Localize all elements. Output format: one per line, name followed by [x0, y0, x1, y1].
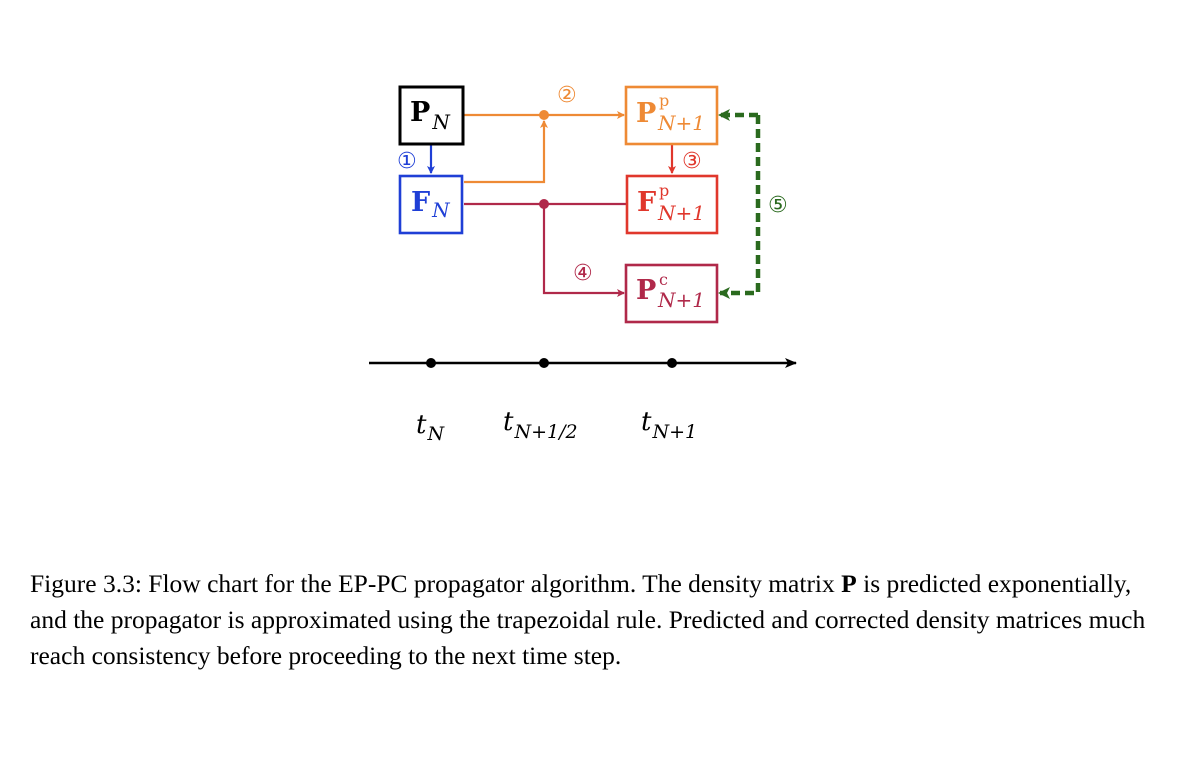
- node-p-predicted-sup: p: [659, 91, 669, 110]
- timeline-label-1: tN+1/2: [503, 407, 578, 443]
- node-p-n-main: P: [410, 97, 430, 128]
- node-f-predicted-sub: N+1: [657, 201, 705, 225]
- node-f-n-sub: N: [431, 198, 451, 222]
- arrow-step-5: [718, 115, 761, 299]
- node-p-predicted: P p N+1: [624, 85, 719, 146]
- node-p-corrected-main: P: [636, 275, 656, 306]
- svg-text:PN: PN: [410, 97, 451, 134]
- node-p-n-sub: N: [431, 110, 451, 134]
- caption-bold-symbol: P: [841, 569, 857, 598]
- timeline: tN tN+1/2 tN+1: [369, 358, 797, 445]
- node-f-predicted-main: F: [637, 187, 656, 218]
- timeline-label-0: tN: [416, 410, 445, 445]
- arrow-step-4: [542, 204, 625, 297]
- caption-suffix: is predicted exponentially, and the prop…: [30, 569, 1146, 670]
- timeline-tick-0: [426, 358, 436, 368]
- node-p-predicted-main: P: [636, 98, 656, 129]
- node-f-n-main: F: [411, 187, 430, 218]
- connectors: [427, 109, 761, 299]
- step-labels: ① ② ③ ④ ⑤: [397, 83, 788, 286]
- timeline-tick-1: [539, 358, 549, 368]
- node-p-corrected: P c N+1: [624, 263, 719, 324]
- node-p-predicted-sub: N+1: [657, 111, 705, 135]
- svg-text:FN: FN: [411, 187, 451, 222]
- arrow-step-2-from-f: [464, 120, 548, 184]
- step-label-5: ⑤: [768, 193, 788, 218]
- timeline-tick-2: [667, 358, 677, 368]
- step-label-4: ④: [573, 261, 593, 286]
- caption-prefix: Figure 3.3: Flow chart for the EP-PC pro…: [30, 569, 842, 598]
- node-f-predicted: F p N+1: [625, 174, 719, 235]
- junction-orange: [539, 110, 549, 120]
- step-label-2: ②: [557, 83, 577, 108]
- node-f-predicted-sup: p: [659, 181, 669, 200]
- figure-caption: Figure 3.3: Flow chart for the EP-PC pro…: [30, 566, 1170, 674]
- step-label-1: ①: [397, 149, 417, 174]
- step-label-3: ③: [682, 149, 702, 174]
- node-p-corrected-sup: c: [659, 270, 668, 289]
- timeline-label-2: tN+1: [641, 407, 697, 443]
- node-p-corrected-sub: N+1: [657, 288, 705, 312]
